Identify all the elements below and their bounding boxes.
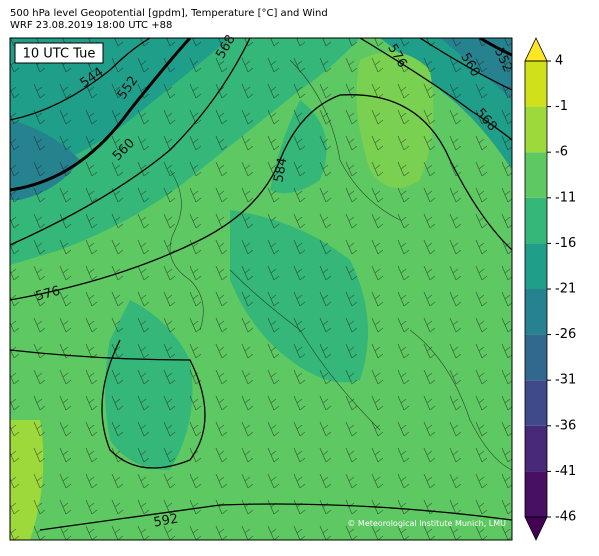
colorbar-band — [525, 152, 547, 198]
time-box — [14, 42, 104, 64]
map-frame — [9, 37, 513, 541]
colorbar-tick-label: 4 — [555, 54, 563, 69]
colorbar-band — [525, 106, 547, 153]
colorbar-tick-label: -26 — [555, 327, 576, 342]
colorbar-band — [525, 425, 547, 472]
colorbar-tick-label: -31 — [555, 373, 576, 388]
colorbar-band — [525, 334, 547, 381]
colorbar-band — [525, 289, 547, 335]
colorbar-under — [524, 516, 548, 541]
colorbar-tick-label: -16 — [555, 236, 576, 251]
colorbar-tick-label: -21 — [555, 282, 576, 297]
colorbar-tick-label: -6 — [555, 145, 568, 160]
subtitle: WRF 23.08.2019 18:00 UTC +88 — [10, 20, 172, 31]
contour-label: 576 — [34, 284, 62, 305]
contour-label: 584 — [271, 156, 290, 183]
colorbar-band — [525, 197, 547, 244]
colorbar-band — [525, 471, 547, 517]
time-label: 10 UTC Tue — [23, 47, 96, 62]
coastlines — [169, 59, 512, 471]
colorbar-tick-label: -41 — [555, 464, 576, 479]
title: 500 hPa level Geopotential [gpdm], Tempe… — [10, 8, 328, 19]
credit: © Meteorological Institute Munich, LMU — [347, 519, 506, 528]
colorbar-tick-label: -46 — [555, 510, 576, 525]
colorbar-over — [524, 37, 548, 62]
colorbar-band — [525, 61, 547, 107]
colorbar-tick-label: -11 — [555, 190, 576, 205]
colorbar: 4 -1 -6 -11 -16 -21 -26 -31 -36 -41 -46 — [524, 37, 576, 541]
colorbar-tick-label: -36 — [555, 418, 576, 433]
colorbar-band — [525, 243, 547, 289]
map — [10, 38, 512, 540]
colorbar-tick-label: -1 — [555, 99, 568, 114]
contour-label: 592 — [152, 511, 179, 530]
colorbar-band — [525, 380, 547, 426]
contours — [10, 38, 512, 531]
